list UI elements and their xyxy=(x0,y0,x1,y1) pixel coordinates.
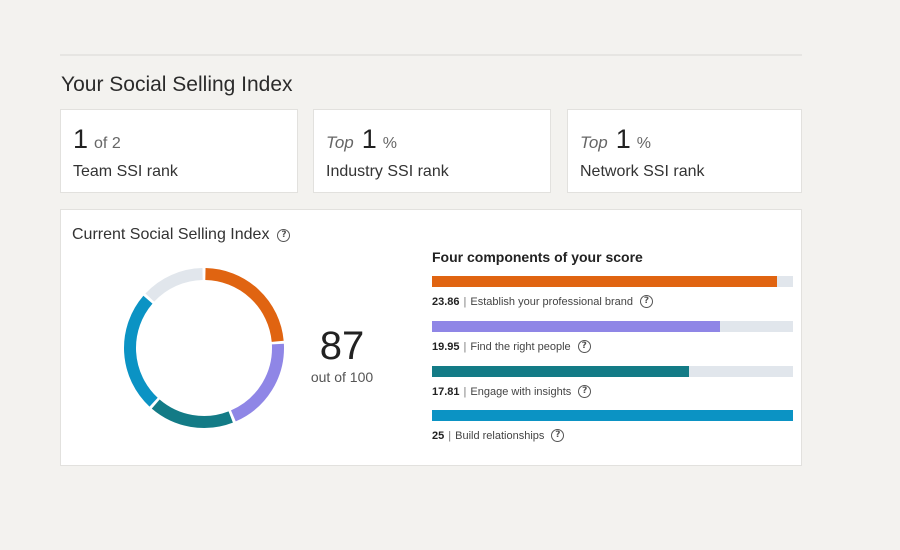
industry-rank-label: Industry SSI rank xyxy=(326,163,449,180)
current-ssi-title: Current Social Selling Index ? xyxy=(72,226,291,244)
donut-segment-brand xyxy=(205,268,284,343)
industry-rank-card: Top 1 % Industry SSI rank xyxy=(313,109,551,193)
top-divider xyxy=(60,54,802,56)
question-circle-icon[interactable]: ? xyxy=(640,295,654,308)
component-brand: 23.86 | Establish your professional bran… xyxy=(432,276,793,308)
component-people-label: 19.95 | Find the right people ? xyxy=(432,340,793,353)
component-brand-text: Establish your professional brand xyxy=(470,295,634,308)
component-relationships-label: 25 | Build relationships ? xyxy=(432,429,793,442)
donut-segment-insights xyxy=(151,399,233,428)
component-insights-score: 17.81 xyxy=(432,385,460,398)
donut-segment-remainder xyxy=(145,268,203,302)
current-ssi-title-text: Current Social Selling Index xyxy=(72,226,270,243)
team-rank-number: 1 xyxy=(73,124,89,154)
industry-rank-value: Top 1 % xyxy=(326,124,397,155)
component-people: 19.95 | Find the right people ? xyxy=(432,321,793,353)
question-circle-icon[interactable]: ? xyxy=(577,340,591,353)
component-relationships-text: Build relationships xyxy=(455,429,545,442)
industry-rank-prefix: Top xyxy=(326,133,354,152)
component-relationships-bar-fill xyxy=(432,410,793,421)
component-insights-bar-track xyxy=(432,366,793,377)
component-relationships-bar-track xyxy=(432,410,793,421)
team-rank-card: 1 of 2 Team SSI rank xyxy=(60,109,298,193)
component-separator: | xyxy=(463,340,467,353)
component-brand-bar-track xyxy=(432,276,793,287)
ssi-score-caption: out of 100 xyxy=(310,369,374,385)
network-rank-card: Top 1 % Network SSI rank xyxy=(567,109,802,193)
component-insights-label: 17.81 | Engage with insights ? xyxy=(432,385,793,398)
component-insights-bar-fill xyxy=(432,366,690,377)
component-brand-label: 23.86 | Establish your professional bran… xyxy=(432,295,793,308)
question-circle-icon[interactable]: ? xyxy=(551,429,565,442)
network-rank-number: 1 xyxy=(615,124,631,154)
component-relationships-score: 25 xyxy=(432,429,445,442)
component-brand-bar-fill xyxy=(432,276,777,287)
network-rank-label: Network SSI rank xyxy=(580,163,705,180)
ssi-score: 87 xyxy=(319,324,365,368)
team-rank-suffix: of 2 xyxy=(94,135,121,152)
page-title: Your Social Selling Index xyxy=(61,73,293,96)
component-people-text: Find the right people xyxy=(470,340,571,353)
component-relationships: 25 | Build relationships ? xyxy=(432,410,793,442)
network-rank-value: Top 1 % xyxy=(580,124,651,155)
donut-segment-people xyxy=(230,343,284,422)
component-insights-text: Engage with insights xyxy=(470,385,572,398)
component-brand-score: 23.86 xyxy=(432,295,460,308)
component-people-score: 19.95 xyxy=(432,340,460,353)
team-rank-label: Team SSI rank xyxy=(73,163,178,180)
component-separator: | xyxy=(463,385,467,398)
component-people-bar-fill xyxy=(432,321,721,332)
ssi-donut-chart xyxy=(124,268,284,428)
question-circle-icon[interactable]: ? xyxy=(277,228,291,242)
donut-segment-relationships xyxy=(124,295,158,407)
component-people-bar-track xyxy=(432,321,793,332)
current-ssi-card: Current Social Selling Index ? 87 out of… xyxy=(60,209,802,466)
component-insights: 17.81 | Engage with insights ? xyxy=(432,366,793,398)
network-rank-suffix: % xyxy=(636,135,651,152)
team-rank-value: 1 of 2 xyxy=(73,124,121,155)
components-title: Four components of your score xyxy=(432,249,643,265)
question-circle-icon[interactable]: ? xyxy=(578,385,592,398)
network-rank-prefix: Top xyxy=(580,133,608,152)
industry-rank-number: 1 xyxy=(361,124,377,154)
component-separator: | xyxy=(463,295,467,308)
component-separator: | xyxy=(448,429,452,442)
industry-rank-suffix: % xyxy=(382,135,397,152)
